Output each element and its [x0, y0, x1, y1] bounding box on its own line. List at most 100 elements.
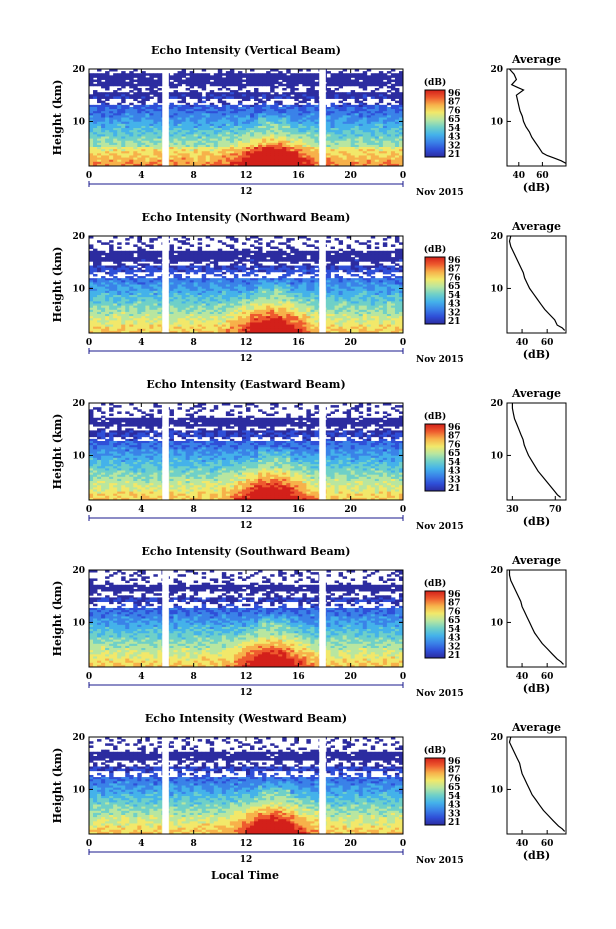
panels: Echo Intensity (Vertical Beam) 10 20 Height… [51, 44, 567, 866]
colorbar-tick-label: 96 [448, 89, 461, 99]
profile-frame [506, 235, 567, 334]
colorbar-tick-label: 96 [448, 423, 461, 433]
colorbar-label: (dB) [424, 77, 446, 88]
x-tick-label: 8 [191, 839, 197, 849]
colorbar-tick-label: 87 [448, 766, 461, 776]
colorbar-tick-label: 96 [448, 256, 461, 266]
profile-frame [506, 68, 567, 167]
day-label: 12 [240, 855, 253, 865]
y-axis-label: Height (km) [51, 414, 64, 490]
colorbar-tick-label: 87 [448, 599, 461, 609]
profile-x-label: (dB) [523, 348, 550, 361]
x-tick-label: 12 [240, 505, 253, 515]
y-tick-label: 10 [72, 117, 85, 127]
colorbar-tick-label: 54 [448, 458, 461, 468]
heatmap-cells [89, 69, 404, 167]
colorbar-label: (dB) [424, 745, 446, 756]
profile-x-tick-label: 60 [541, 338, 554, 348]
profile-x-tick-label: 60 [536, 171, 549, 181]
x-tick-label: 16 [292, 338, 305, 348]
profile-x-label: (dB) [523, 849, 550, 862]
x-tick-label: 4 [138, 505, 144, 515]
x-tick-label: 20 [344, 338, 357, 348]
x-tick-label: 0 [86, 171, 92, 181]
panel-title: Echo Intensity (Eastward Beam) [146, 378, 345, 391]
profile-x-tick-label: 40 [516, 839, 529, 849]
heatmap-cells [89, 403, 404, 501]
colorbar-tick-label: 21 [448, 150, 461, 160]
colorbar-label: (dB) [424, 244, 446, 255]
data-gap [319, 235, 326, 334]
colorbar-tick-label: 21 [448, 651, 461, 661]
data-gap [319, 569, 326, 668]
x-tick-label: 8 [191, 171, 197, 181]
heatmap-cells [89, 236, 404, 334]
x-tick-label: 20 [344, 672, 357, 682]
x-tick-label: 8 [191, 505, 197, 515]
colorbar-tick-label: 43 [448, 634, 461, 644]
colorbar-tick-label: 43 [448, 467, 461, 477]
x-tick-label: 8 [191, 338, 197, 348]
colorbar-tick-label: 76 [448, 273, 461, 283]
profile-y-tick-label: 10 [490, 618, 503, 628]
profile-x-tick-label: 40 [516, 338, 529, 348]
x-tick-label: 12 [240, 171, 253, 181]
y-tick-label: 20 [72, 399, 85, 409]
x-tick-label: 0 [86, 505, 92, 515]
profile-x-tick-label: 70 [549, 505, 562, 515]
x-tick-label: 16 [292, 839, 305, 849]
colorbar-tick-label: 32 [448, 141, 461, 151]
profile-x-tick-label: 30 [506, 505, 519, 515]
x-tick-label: 4 [138, 839, 144, 849]
profile-frame [506, 402, 567, 501]
date-label: Nov 2015 [416, 856, 464, 866]
x-tick-label: 4 [138, 338, 144, 348]
colorbar-tick-label: 32 [448, 308, 461, 318]
panel-title: Echo Intensity (Northward Beam) [142, 211, 351, 224]
x-tick-label: 4 [138, 672, 144, 682]
colorbar-tick-label: 76 [448, 106, 461, 116]
colorbar-tick-label: 76 [448, 607, 461, 617]
colorbar-tick-label: 43 [448, 300, 461, 310]
x-axis-label: Local Time [211, 869, 279, 882]
profile-title: Average [511, 387, 561, 400]
profile-frame [506, 569, 567, 668]
profile-y-tick-label: 20 [490, 65, 503, 75]
day-label: 12 [240, 688, 253, 698]
x-tick-label: 12 [240, 672, 253, 682]
x-tick-label: 0 [86, 839, 92, 849]
panel-title: Echo Intensity (Southward Beam) [142, 545, 351, 558]
y-tick-label: 20 [72, 733, 85, 743]
colorbar-tick-label: 87 [448, 432, 461, 442]
colorbar [424, 423, 446, 492]
heatmap-cells [89, 570, 404, 668]
colorbar-tick-label: 32 [448, 642, 461, 652]
y-tick-label: 20 [72, 232, 85, 242]
colorbar-tick-label: 33 [448, 475, 461, 485]
day-label: 12 [240, 521, 253, 531]
echo-panel-1: Echo Intensity (Vertical Beam) 10 20 Height… [51, 44, 567, 198]
x-tick-label: 20 [344, 171, 357, 181]
y-axis-label: Height (km) [51, 80, 64, 156]
profile-x-label: (dB) [523, 682, 550, 695]
colorbar-tick-label: 54 [448, 792, 461, 802]
x-tick-label: 0 [400, 672, 406, 682]
colorbar-tick-label: 76 [448, 774, 461, 784]
colorbar-tick-label: 54 [448, 124, 461, 134]
profile-line [508, 235, 566, 331]
data-gap [319, 736, 326, 835]
profile-line [511, 403, 561, 498]
x-tick-label: 16 [292, 171, 305, 181]
y-axis-label: Height (km) [51, 247, 64, 323]
profile-y-tick-label: 10 [490, 284, 503, 294]
date-label: Nov 2015 [416, 689, 464, 699]
panel-title: Echo Intensity (Vertical Beam) [151, 44, 341, 57]
profile-y-tick-label: 20 [490, 399, 503, 409]
colorbar-tick-label: 65 [448, 616, 461, 626]
colorbar-tick-label: 43 [448, 801, 461, 811]
heatmap-cells [89, 737, 404, 835]
x-tick-label: 0 [400, 839, 406, 849]
profile-y-tick-label: 20 [490, 733, 503, 743]
day-label: 12 [240, 354, 253, 364]
date-label: Nov 2015 [416, 188, 464, 198]
